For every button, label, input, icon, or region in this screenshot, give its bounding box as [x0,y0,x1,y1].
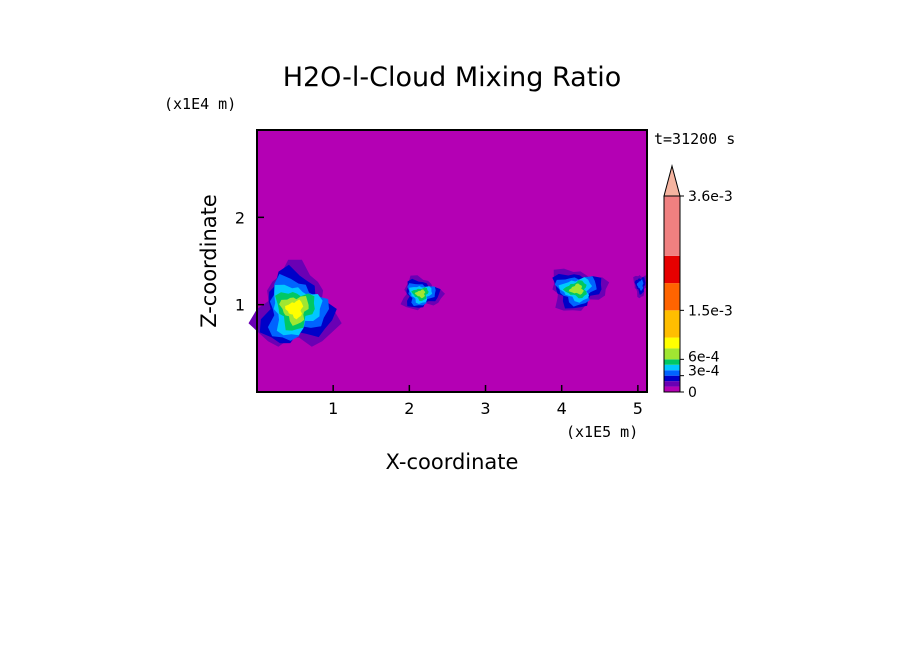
colorbar-tick-label: 3e-4 [688,364,720,380]
cloud-patch [633,275,648,299]
colorbar: 0 3e-46e-4 1.5e-3 3.6e-3 [663,164,733,401]
colorbar-extend-arrow [663,164,681,197]
y-tick-label: 2 [235,208,245,227]
plot-frame [256,129,648,393]
colorbar-segment [664,364,680,371]
colorbar-tick-label: 3.6e-3 [688,189,733,205]
x-axis: 1 2 3 4 5 [328,385,643,418]
x-tick-label: 2 [404,399,414,418]
time-label: t=31200 s [654,130,735,148]
colorbar-segment [664,283,680,311]
colorbar-segment [664,348,680,360]
colorbar-tick-label: 1.5e-3 [688,303,733,319]
cloud-patch [400,275,445,311]
x-tick-label: 1 [328,399,338,418]
x-axis-label: X-coordinate [386,450,519,474]
y-axis-label: Z-coordinate [197,194,221,328]
y-axis: 12 [235,208,264,315]
colorbar-segment [664,375,680,382]
colorbar-segment [664,370,680,376]
cloud-field [248,259,648,347]
colorbar-segment [664,196,680,256]
cloud-contour [414,289,426,299]
colorbar-frame [663,195,681,393]
cloud-patch [552,268,610,311]
x-tick-label: 5 [633,399,643,418]
y-unit-label: (x1E4 m) [164,95,236,113]
cloud-contour [636,279,644,292]
colorbar-segment [664,255,680,284]
colorbar-tick-label: 0 [688,385,697,401]
colorbar-segment [664,386,680,392]
x-tick-label: 3 [480,399,490,418]
x-unit-label: (x1E5 m) [566,423,638,441]
cloud-contour [285,299,304,320]
colorbar-segment [664,381,680,387]
chart-title: H2O-l-Cloud Mixing Ratio [283,62,622,93]
cloud-contour [568,283,584,295]
x-tick-label: 4 [557,399,567,418]
colorbar-segment [664,337,680,349]
plot-background [257,130,647,392]
colorbar-tick-label: 6e-4 [688,349,720,365]
cloud-patch [248,259,342,347]
colorbar-segment [664,310,680,338]
colorbar-segment [664,359,680,365]
plot-area [248,129,648,393]
y-tick-label: 1 [235,296,245,315]
